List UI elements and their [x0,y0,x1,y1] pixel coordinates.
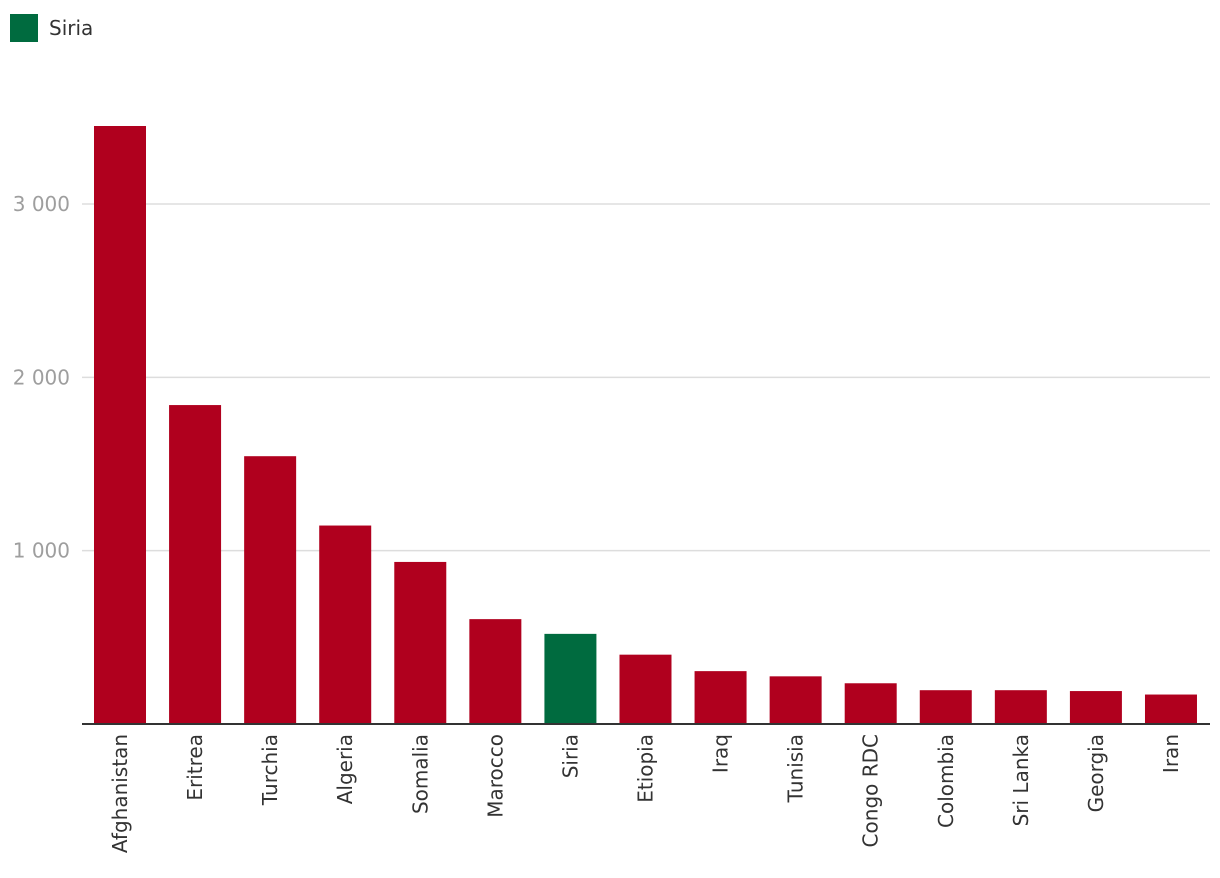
bar-iran [1144,694,1197,724]
bar-somalia [394,561,447,724]
bar-marocco [469,619,522,724]
bar-eritrea [169,405,222,724]
x-tick-label: Colombia [934,734,958,828]
y-tick-label: 2 000 [13,365,70,389]
x-tick-label: Etiopia [633,734,657,803]
x-tick-label: Eritrea [183,734,207,801]
x-tick-label: Iraq [709,734,733,773]
legend-swatch [10,14,38,42]
x-tick-label: Algeria [333,734,357,804]
bar-georgia [1069,691,1122,724]
x-tick-label: Georgia [1084,734,1108,812]
x-tick-label: Marocco [483,734,507,818]
bar-tunisia [769,676,822,724]
x-tick-label: Siria [558,734,582,778]
x-tick-label: Congo RDC [859,734,883,847]
bar-iraq [694,671,747,724]
bar-congo-rdc [844,683,897,724]
bar-sri-lanka [994,690,1047,724]
bar-turchia [244,456,297,724]
y-tick-label: 3 000 [13,192,70,216]
x-tick-label: Afghanistan [108,734,132,853]
bar-colombia [919,690,972,724]
x-tick-label: Turchia [258,734,282,806]
bar-siria [544,633,597,724]
bar-afghanistan [94,126,146,724]
y-tick-label: 1 000 [13,539,70,563]
x-tick-label: Somalia [408,734,432,814]
legend-label: Siria [49,16,94,40]
bar-etiopia [619,654,672,724]
legend: Siria [10,14,93,42]
x-tick-label: Sri Lanka [1009,734,1033,826]
x-tick-label: Iran [1159,734,1183,773]
x-tick-label: Tunisia [784,734,808,803]
bar-algeria [319,525,372,724]
